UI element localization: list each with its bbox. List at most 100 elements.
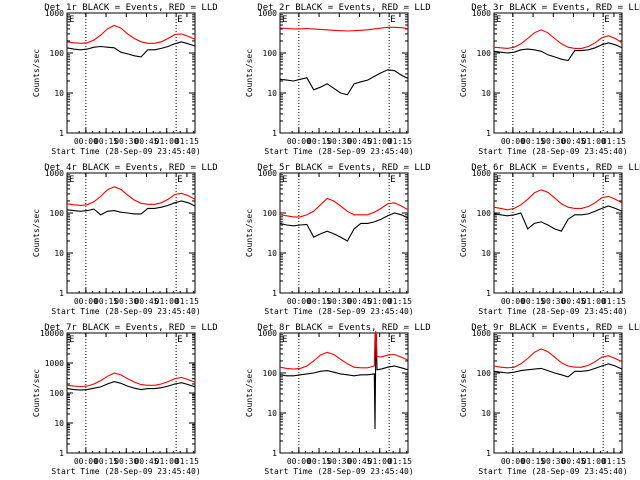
x-axis-label: Start Time (28-Sep-09 23:45:40) [51,467,200,476]
y-tick-label: 1000 [258,9,277,18]
y-tick-label: 1 [486,449,491,458]
plot-frame [493,172,623,294]
y-tick-label: 100 [263,209,278,218]
series-line-events [66,41,196,58]
x-tick-label: 01:15 [175,297,199,306]
x-tick-label: 01:00 [368,457,392,466]
y-axis-label: Counts/sec [245,49,254,97]
e-marker: E [69,15,74,25]
x-axis-label: Start Time (28-Sep-09 23:45:40) [478,307,627,316]
x-tick-label: 00:45 [134,457,158,466]
e-marker: E [282,15,287,25]
y-tick-label: 100 [477,49,492,58]
y-tick-label: 1 [272,289,277,298]
y-tick-label: 100 [477,369,492,378]
x-tick-label: 00:30 [541,137,565,146]
x-tick-label: 00:15 [521,137,545,146]
series-line-events [493,42,623,62]
chart-panel-5: Det 5r BLACK = Events, RED = LLD E E 1 10 100… [245,163,431,316]
x-tick-label: 00:00 [74,137,98,146]
y-tick-label: 100 [263,49,278,58]
x-tick-label: 00:45 [347,137,371,146]
chart-panel-8: Det 8r BLACK = Events, RED = LLD E E 1 10 100… [245,323,431,476]
y-tick-label: 100 [263,369,278,378]
y-tick-label: 1000 [258,169,277,178]
y-axis-label: Counts/sec [32,49,41,97]
series-line-events [66,200,196,216]
x-tick-label: 00:15 [94,457,118,466]
x-tick-label: 00:00 [74,297,98,306]
x-tick-label: 00:15 [307,297,331,306]
series-line-lld [66,24,196,44]
series-line-lld [279,197,409,218]
e-marker: E [604,175,609,185]
x-tick-label: 00:15 [307,137,331,146]
x-tick-label: 01:15 [175,457,199,466]
x-tick-label: 00:15 [94,137,118,146]
series-line-events [279,333,409,429]
x-tick-label: 00:30 [327,457,351,466]
y-tick-label: 1000 [472,329,491,338]
x-axis-label: Start Time (28-Sep-09 23:45:40) [478,147,627,156]
x-tick-label: 00:30 [327,297,351,306]
e-marker: E [177,15,182,25]
plot-frame [279,172,409,294]
x-tick-label: 00:30 [541,457,565,466]
x-tick-label: 00:00 [501,137,525,146]
chart-title: Det 3r BLACK = Events, RED = LLD [471,3,640,13]
y-tick-label: 10 [267,89,277,98]
y-tick-label: 10 [481,89,491,98]
x-tick-label: 00:00 [501,457,525,466]
y-tick-label: 10 [54,89,64,98]
e-marker: E [69,335,74,345]
x-tick-label: 01:15 [602,137,626,146]
y-tick-label: 1000 [472,9,491,18]
y-tick-label: 1 [272,129,277,138]
x-tick-label: 01:00 [582,297,606,306]
e-marker: E [177,175,182,185]
y-tick-label: 1 [272,449,277,458]
x-tick-label: 01:15 [602,457,626,466]
series-line-events [493,363,623,378]
x-tick-label: 00:30 [541,297,565,306]
plot-frame [66,12,196,134]
chart-title: Det 5r BLACK = Events, RED = LLD [257,163,430,173]
x-tick-label: 01:00 [368,137,392,146]
y-tick-label: 10 [267,249,277,258]
y-tick-label: 10 [54,419,64,428]
y-tick-label: 100 [477,209,492,218]
y-tick-label: 10 [481,249,491,258]
y-tick-label: 100 [50,49,65,58]
x-tick-label: 00:45 [347,297,371,306]
x-axis-label: Start Time (28-Sep-09 23:45:40) [264,307,413,316]
x-axis-label: Start Time (28-Sep-09 23:45:40) [478,467,627,476]
series-line-lld [279,331,409,370]
x-tick-label: 00:45 [134,297,158,306]
y-tick-label: 10 [267,409,277,418]
series-line-events [279,212,409,242]
y-tick-label: 10000 [40,329,64,338]
series-line-lld [493,29,623,49]
y-tick-label: 1000 [472,169,491,178]
plot-frame [279,332,409,454]
series-line-lld [493,189,623,211]
e-marker: E [282,335,287,345]
x-tick-label: 00:30 [114,457,138,466]
y-axis-label: Counts/sec [459,209,468,257]
e-marker: E [390,15,395,25]
x-tick-label: 01:00 [155,457,179,466]
chart-panel-4: Det 4r BLACK = Events, RED = LLD E E 1 10 100… [32,163,218,316]
e-marker: E [390,175,395,185]
x-tick-label: 00:30 [114,137,138,146]
series-line-events [279,69,409,96]
y-tick-label: 1 [486,129,491,138]
x-tick-label: 00:00 [287,457,311,466]
y-tick-label: 10 [481,409,491,418]
x-tick-label: 00:30 [114,297,138,306]
chart-title: Det 4r BLACK = Events, RED = LLD [44,163,217,173]
chart-panel-6: Det 6r BLACK = Events, RED = LLD E E 1 10 100… [459,163,640,316]
series-line-lld [279,26,409,32]
chart-panel-1: Det 1r BLACK = Events, RED = LLD E E 1 10 100… [32,3,218,156]
y-tick-label: 1000 [45,169,64,178]
series-line-events [493,205,623,232]
